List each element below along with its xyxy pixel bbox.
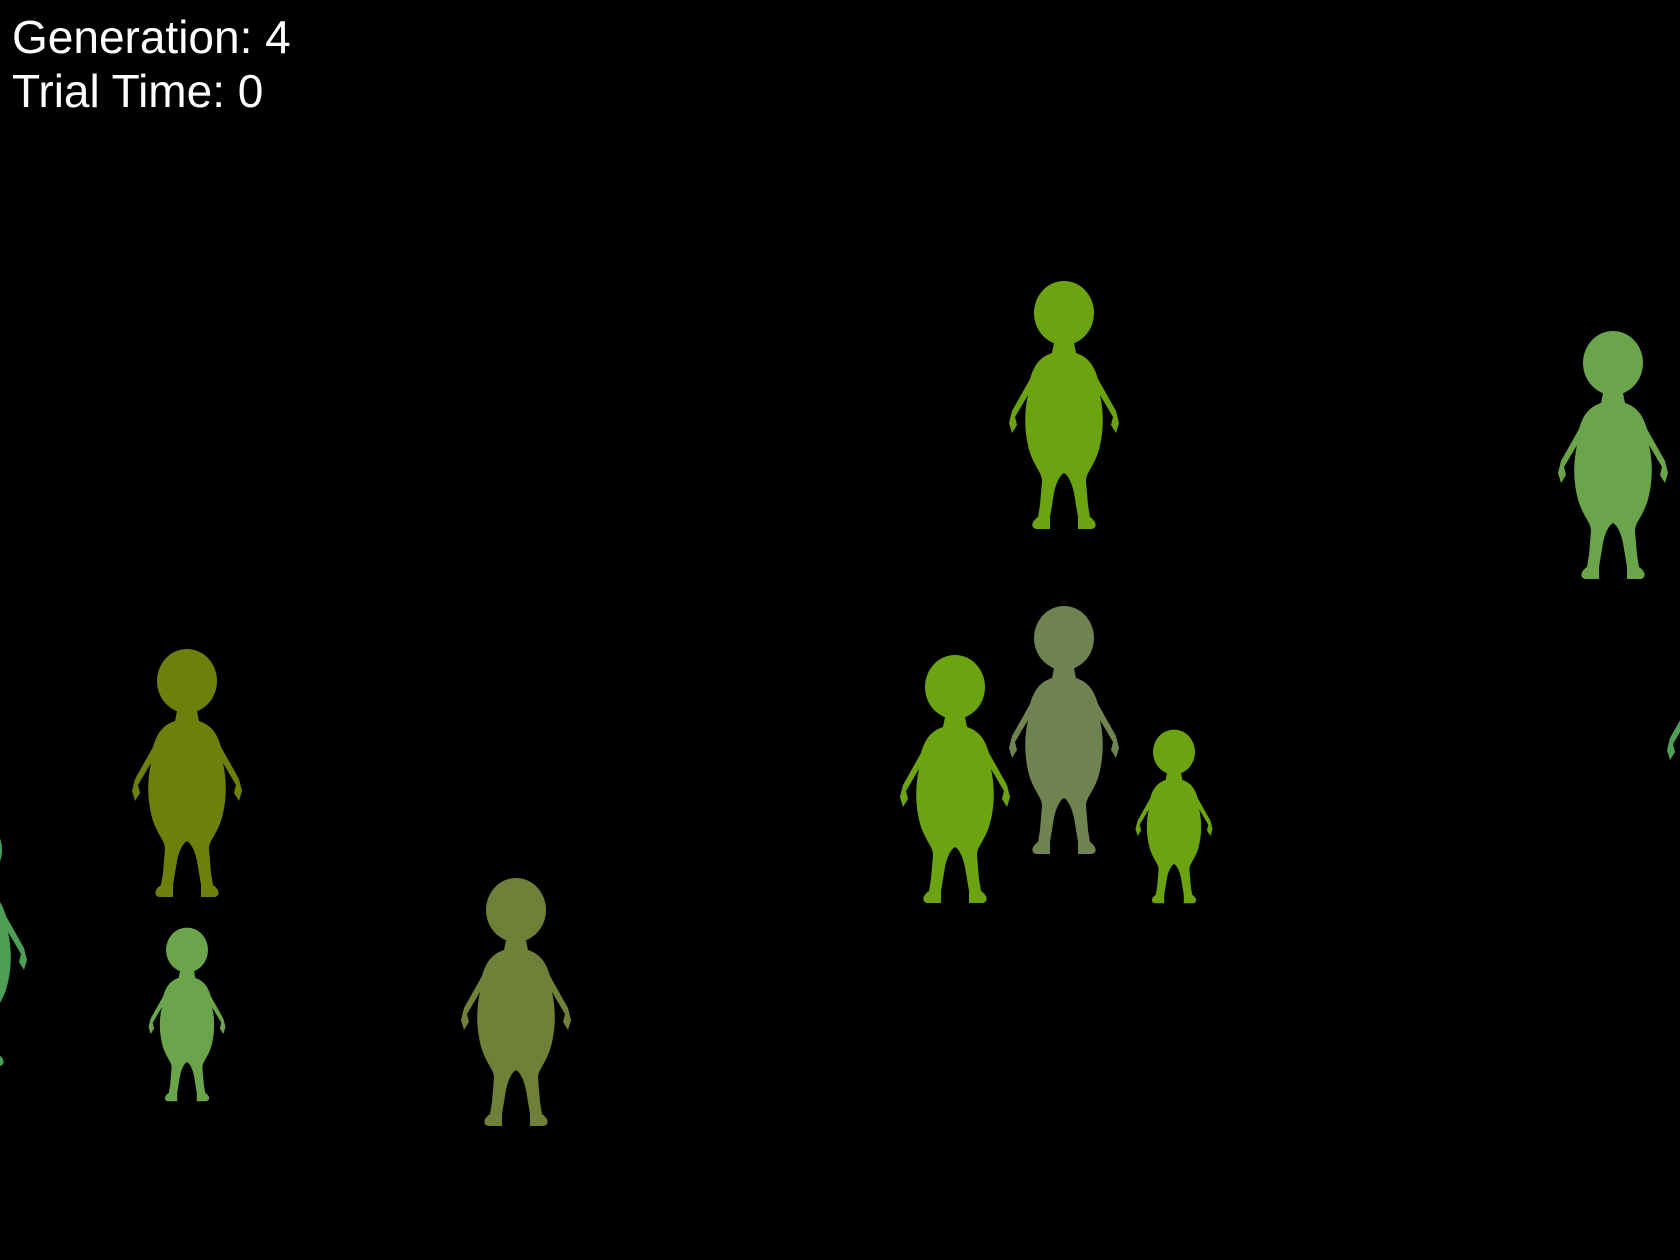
creature-1[interactable] (1009, 281, 1119, 529)
trial-time-value: 0 (237, 65, 264, 117)
creature-6[interactable] (1135, 729, 1213, 904)
creature-8[interactable] (461, 878, 571, 1126)
creature-2[interactable] (1558, 331, 1668, 579)
generation-readout: Generation: 4 (12, 10, 291, 64)
trial-time-label: Trial Time: (12, 65, 225, 117)
generation-label: Generation: (12, 11, 253, 63)
creature-3[interactable] (132, 649, 242, 897)
trial-time-readout: Trial Time: 0 (12, 64, 291, 118)
generation-value: 4 (265, 11, 291, 63)
hud: Generation: 4 Trial Time: 0 (12, 10, 291, 118)
creature-10[interactable] (1667, 608, 1680, 856)
creature-5[interactable] (1009, 606, 1119, 854)
creature-9[interactable] (0, 818, 27, 1066)
creature-4[interactable] (900, 655, 1010, 903)
creature-7[interactable] (148, 927, 226, 1102)
